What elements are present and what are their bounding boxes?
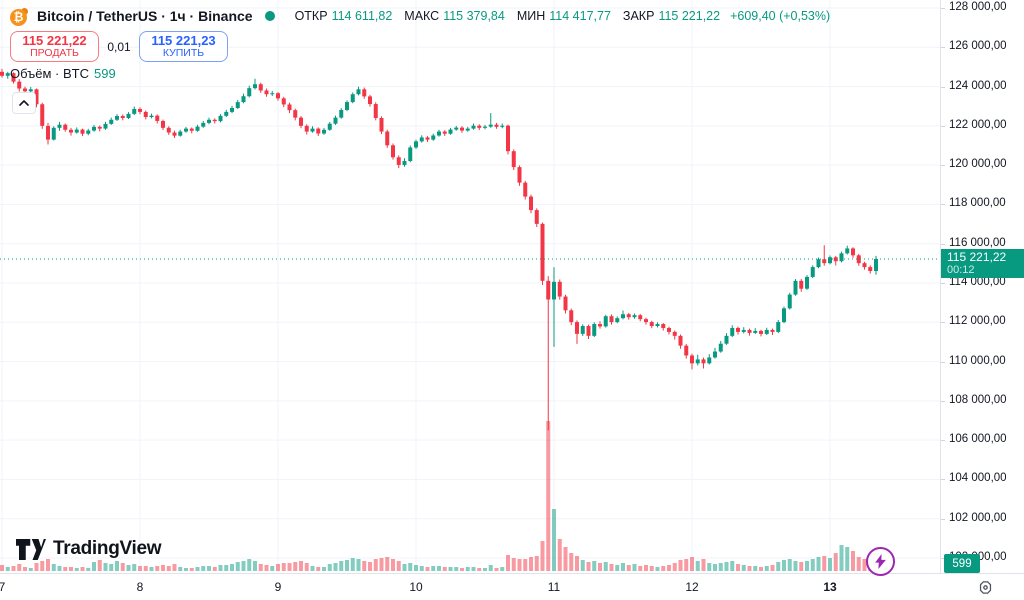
- time-axis-label[interactable]: 11: [547, 580, 561, 594]
- price-axis-label: 108 000,00: [949, 393, 1007, 406]
- volume-study-row[interactable]: Объём · BTC 599: [10, 66, 116, 81]
- time-axis-label[interactable]: 8: [136, 580, 144, 594]
- axis-settings-gear-icon[interactable]: [977, 579, 994, 596]
- buy-button[interactable]: 115 221,23 КУПИТЬ: [139, 31, 228, 62]
- price-axis-label: 114 000,00: [949, 276, 1006, 288]
- price-axis-label: 104 000,00: [949, 472, 1007, 485]
- open-value: 114 611,82: [331, 9, 393, 23]
- volume-layer: [0, 421, 878, 571]
- tradingview-logo[interactable]: TradingView: [16, 538, 162, 560]
- time-axis-label[interactable]: 10: [409, 580, 423, 594]
- price-axis-tick: [941, 361, 945, 363]
- low-value: 114 417,77: [549, 9, 611, 23]
- time-axis[interactable]: 7 8 9 10 11 12 13: [0, 573, 1024, 600]
- last-price-label: 115 221,22 00:12: [941, 249, 1024, 278]
- price-axis-tick: [941, 518, 945, 520]
- spread-value: 0,01: [107, 39, 131, 54]
- price-axis-tick: [941, 283, 945, 284]
- change-value: +609,40 (+0,53%): [730, 9, 831, 23]
- close-label: ЗАКР: [622, 9, 655, 23]
- bar-countdown: 00:12: [947, 264, 975, 276]
- price-axis-tick: [941, 125, 945, 127]
- lightning-icon: [875, 554, 886, 569]
- price-axis-label: 120 000,00: [949, 158, 1007, 171]
- price-axis-label: 122 000,00: [949, 118, 1007, 131]
- chevron-up-icon: [19, 100, 29, 106]
- buy-label: КУПИТЬ: [162, 46, 205, 59]
- sell-label: ПРОДАТЬ: [30, 46, 79, 59]
- grid-layer: [0, 0, 940, 572]
- price-axis-label: 118 000,00: [949, 197, 1006, 210]
- sell-price: 115 221,22: [22, 32, 87, 48]
- open-label: ОТКР: [294, 9, 328, 23]
- collapse-panel-button[interactable]: [12, 92, 36, 114]
- price-axis-label: 116 000,00: [949, 236, 1006, 249]
- ohlc-readout: ОТКР 114 611,82 МАКС 115 379,84 МИН 114 …: [287, 9, 831, 23]
- price-axis-tick: [941, 558, 945, 559]
- price-axis-tick: [941, 479, 945, 481]
- price-axis-label: 106 000,00: [949, 433, 1007, 446]
- tradingview-mark-icon: [16, 538, 46, 560]
- boost-lightning-button[interactable]: [866, 547, 895, 576]
- high-label: МАКС: [404, 9, 440, 23]
- low-label: МИН: [516, 9, 546, 23]
- symbol-title[interactable]: Bitcoin / TetherUS · 1ч · Binance: [37, 8, 253, 24]
- price-axis-label: 126 000,00: [949, 40, 1007, 53]
- price-axis-tick: [941, 165, 945, 167]
- price-axis-tick: [941, 400, 945, 402]
- price-axis-label: 112 000,00: [949, 315, 1006, 328]
- time-axis-label[interactable]: 12: [685, 580, 699, 594]
- candles-layer: [0, 68, 878, 431]
- market-status-dot[interactable]: [264, 11, 275, 21]
- price-axis-tick: [941, 204, 945, 206]
- volume-study-value: 599: [93, 66, 116, 81]
- price-axis-label: 124 000,00: [949, 79, 1007, 92]
- price-axis[interactable]: 128 000,00 126 000,00 124 000,00 122 000,00…: [940, 0, 1024, 573]
- close-value: 115 221,22: [658, 9, 721, 23]
- last-price-value: 115 221,22: [947, 250, 1007, 264]
- price-axis-tick: [941, 8, 945, 9]
- price-axis-tick: [941, 440, 945, 442]
- price-axis-tick: [941, 243, 945, 245]
- buy-price: 115 221,23: [151, 32, 216, 48]
- price-axis-label: 128 000,00: [949, 1, 1007, 13]
- symbol-header: ₿ Bitcoin / TetherUS · 1ч · Binance ОТКР…: [10, 5, 830, 27]
- price-axis-tick: [941, 47, 945, 49]
- high-value: 115 379,84: [443, 9, 505, 23]
- time-axis-label[interactable]: 13: [823, 580, 837, 594]
- price-axis-label: 102 000,00: [949, 511, 1007, 524]
- trade-buttons: 115 221,22 ПРОДАТЬ 0,01 115 221,23 КУПИТ…: [10, 31, 228, 62]
- volume-axis-label: 599: [944, 554, 980, 573]
- time-axis-label[interactable]: 7: [0, 580, 6, 594]
- price-axis-label: 110 000,00: [949, 354, 1006, 367]
- candlestick-chart[interactable]: [0, 0, 940, 573]
- bitcoin-icon: ₿: [10, 6, 29, 26]
- price-axis-tick: [941, 86, 945, 88]
- volume-study-label: Объём · BTC: [10, 66, 89, 81]
- sell-button[interactable]: 115 221,22 ПРОДАТЬ: [10, 31, 99, 62]
- tradingview-wordmark: TradingView: [53, 538, 162, 559]
- price-axis-tick: [941, 322, 945, 324]
- time-axis-label[interactable]: 9: [274, 580, 282, 594]
